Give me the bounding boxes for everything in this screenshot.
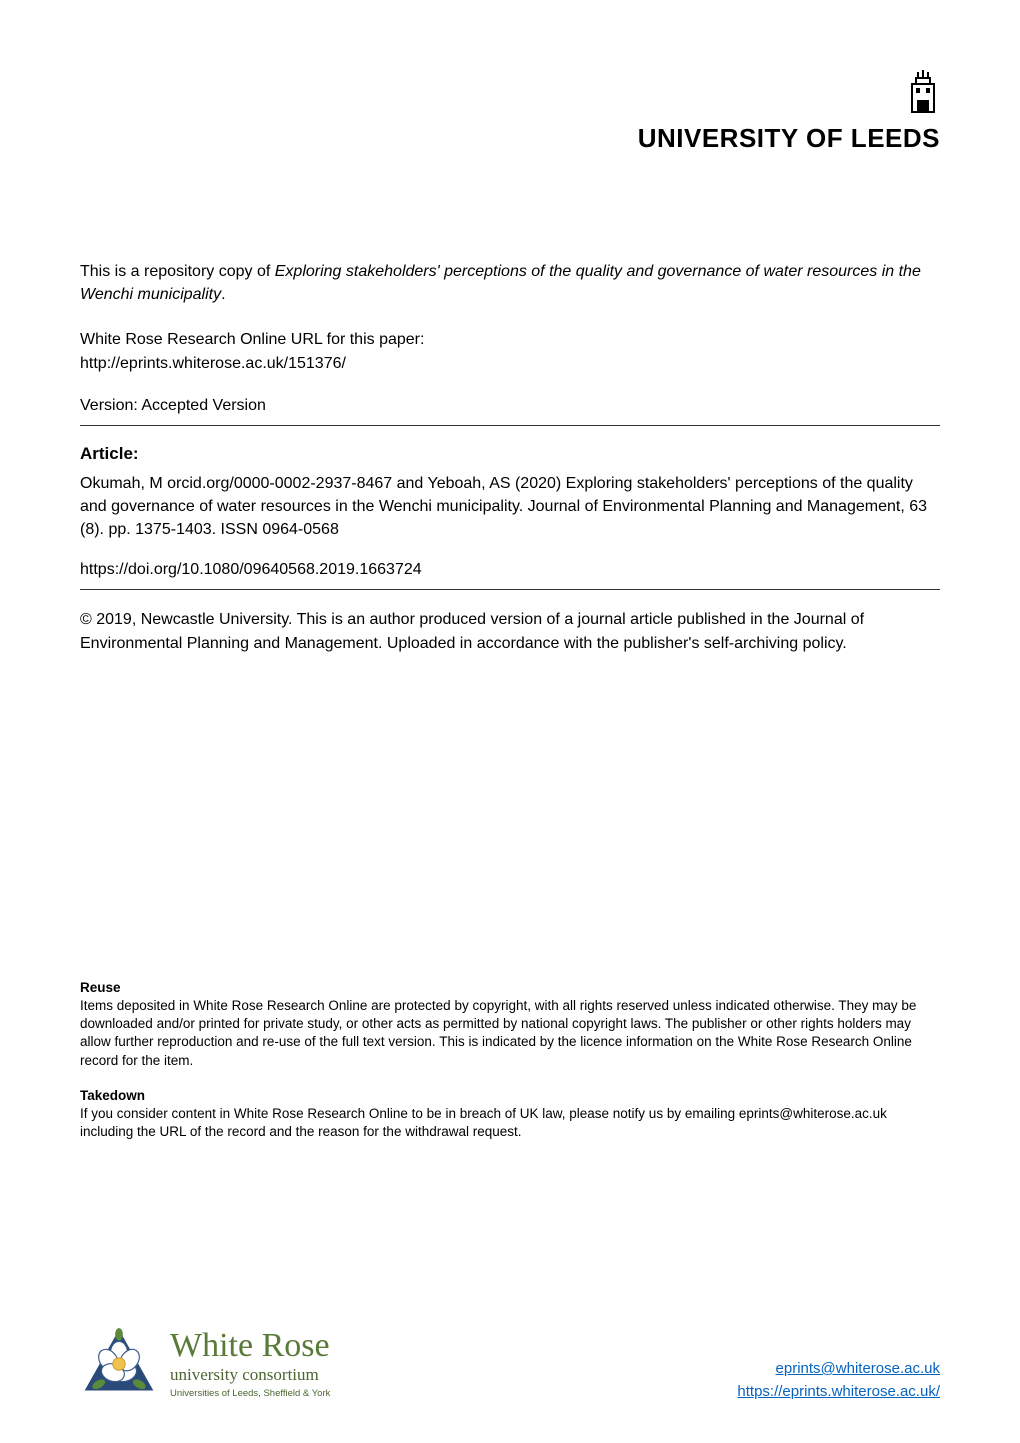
whiterose-universities: Universities of Leeds, Sheffield & York — [170, 1388, 330, 1399]
whiterose-subtitle: university consortium — [170, 1365, 330, 1385]
rose-icon — [80, 1325, 158, 1403]
version-line: Version: Accepted Version — [80, 397, 940, 415]
article-citation: Okumah, M orcid.org/0000-0002-2937-8467 … — [80, 472, 940, 542]
reuse-heading: Reuse — [80, 980, 940, 995]
reuse-body: Items deposited in White Rose Research O… — [80, 997, 940, 1070]
page-footer: White Rose university consortium Univers… — [80, 1325, 940, 1403]
main-content: This is a repository copy of Exploring s… — [80, 260, 940, 675]
copyright-notice: © 2019, Newcastle University. This is an… — [80, 608, 940, 654]
footer-email-link[interactable]: eprints@whiterose.ac.uk — [776, 1360, 940, 1377]
intro-suffix: . — [221, 286, 225, 303]
article-doi: https://doi.org/10.1080/09640568.2019.16… — [80, 561, 940, 579]
takedown-body: If you consider content in White Rose Re… — [80, 1105, 940, 1141]
whiterose-logo-text: White Rose university consortium Univers… — [170, 1329, 330, 1399]
whiterose-logo: White Rose university consortium Univers… — [80, 1325, 330, 1403]
intro-prefix: This is a repository copy of — [80, 263, 275, 280]
divider-top — [80, 425, 940, 426]
repository-intro: This is a repository copy of Exploring s… — [80, 260, 940, 306]
url-block: White Rose Research Online URL for this … — [80, 328, 940, 374]
policy-section: Reuse Items deposited in White Rose Rese… — [80, 980, 940, 1159]
repository-url: http://eprints.whiterose.ac.uk/151376/ — [80, 355, 346, 372]
url-label: White Rose Research Online URL for this … — [80, 331, 424, 348]
university-logo-text: UNIVERSITY OF LEEDS — [638, 123, 940, 154]
footer-links: eprints@whiterose.ac.uk https://eprints.… — [737, 1358, 940, 1403]
leeds-tower-icon — [906, 70, 940, 119]
whiterose-name: White Rose — [170, 1329, 330, 1363]
university-logo: UNIVERSITY OF LEEDS — [638, 70, 940, 154]
footer-site-link[interactable]: https://eprints.whiterose.ac.uk/ — [737, 1383, 940, 1400]
article-heading: Article: — [80, 444, 940, 464]
divider-bottom — [80, 589, 940, 590]
takedown-heading: Takedown — [80, 1088, 940, 1103]
